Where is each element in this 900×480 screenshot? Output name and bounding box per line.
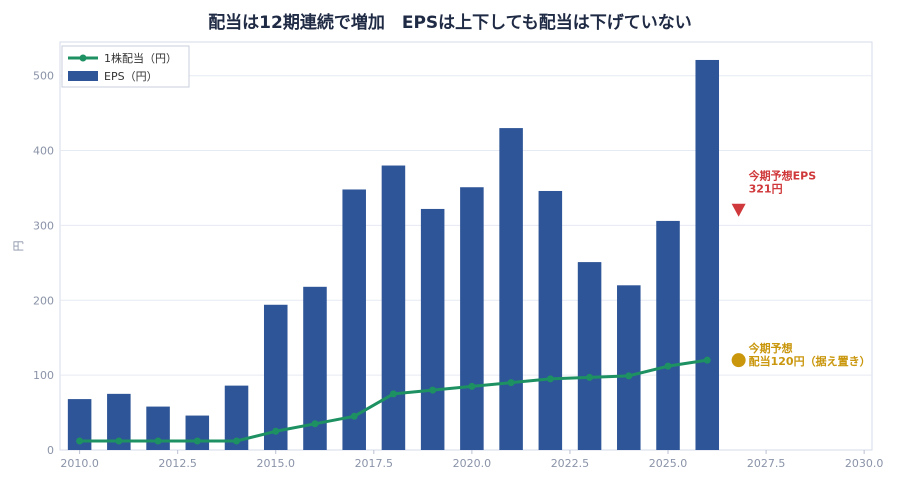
x-tick-label: 2017.5	[355, 457, 394, 470]
dividend-point	[154, 437, 162, 445]
dividend-point	[664, 362, 672, 370]
dividend-forecast-label: 今期予想	[748, 341, 793, 355]
dividend-line	[76, 356, 711, 445]
legend-eps-label: EPS（円）	[104, 70, 158, 83]
x-tick-label: 2015.0	[256, 457, 295, 470]
eps-bar	[263, 304, 288, 450]
dividend-point	[389, 390, 397, 398]
eps-bar	[107, 393, 131, 450]
eps-bars	[67, 59, 720, 451]
y-axis-ticks: 0 100 200 300 400 500	[33, 70, 54, 457]
eps-bar	[146, 406, 170, 450]
y-tick-label: 100	[33, 369, 54, 382]
eps-forecast-label: 今期予想EPS	[748, 169, 817, 183]
x-tick-label: 2020.0	[453, 457, 492, 470]
eps-bar	[420, 208, 445, 450]
eps-bar	[381, 165, 406, 450]
chart-title: 配当は12期連続で増加 EPSは上下しても配当は下げていない	[208, 13, 692, 33]
y-tick-label: 200	[33, 294, 54, 307]
eps-bar	[303, 286, 327, 450]
dividend-point	[311, 420, 319, 428]
dividend-point	[586, 373, 594, 381]
x-axis-ticks: 2010.0 2012.5 2015.0 2017.5 2020.0 2022.5 2025…	[60, 450, 883, 470]
eps-bar	[224, 385, 249, 450]
legend-eps-swatch	[68, 71, 98, 81]
eps-forecast-label: 321円	[749, 183, 783, 196]
x-tick-label: 2030.0	[845, 457, 884, 470]
dividend-point	[115, 437, 123, 445]
dividend-forecast-label: 配当120円（据え置き）	[749, 354, 871, 368]
dividend-point	[233, 437, 241, 445]
x-tick-label: 2027.5	[747, 457, 786, 470]
dividend-point	[703, 356, 711, 364]
eps-bar	[460, 187, 484, 450]
y-tick-label: 0	[47, 444, 54, 457]
x-tick-label: 2025.0	[649, 457, 688, 470]
legend-dividend-label: 1株配当（円）	[104, 51, 177, 65]
dividend-point	[625, 372, 633, 380]
legend-dividend-marker	[79, 54, 87, 62]
eps-bar	[695, 59, 720, 450]
eps-bar	[577, 262, 602, 450]
eps-bar	[499, 128, 523, 450]
dividend-point	[468, 382, 476, 390]
legend: 1株配当（円） EPS（円）	[61, 45, 190, 88]
dividend-forecast-marker	[731, 353, 746, 368]
y-axis-label: 円	[12, 241, 25, 252]
x-tick-label: 2012.5	[158, 457, 197, 470]
dividend-point	[350, 412, 358, 420]
eps-bar	[342, 189, 366, 451]
y-tick-label: 500	[33, 70, 54, 83]
eps-bar	[538, 190, 563, 451]
y-tick-label: 300	[33, 219, 54, 232]
dividend-point	[193, 437, 201, 445]
y-tick-label: 400	[33, 145, 54, 158]
x-tick-label: 2010.0	[60, 457, 99, 470]
eps-bar	[67, 399, 92, 450]
dividend-point	[272, 427, 280, 435]
dividend-point	[429, 386, 437, 394]
eps-bar	[656, 220, 680, 450]
x-tick-label: 2022.5	[551, 457, 590, 470]
dividend-point	[507, 379, 515, 387]
eps-forecast-marker	[731, 203, 746, 217]
eps-bar	[185, 415, 210, 450]
dividend-point	[76, 437, 84, 445]
dividend-point	[546, 375, 554, 383]
eps-bar	[617, 285, 641, 450]
